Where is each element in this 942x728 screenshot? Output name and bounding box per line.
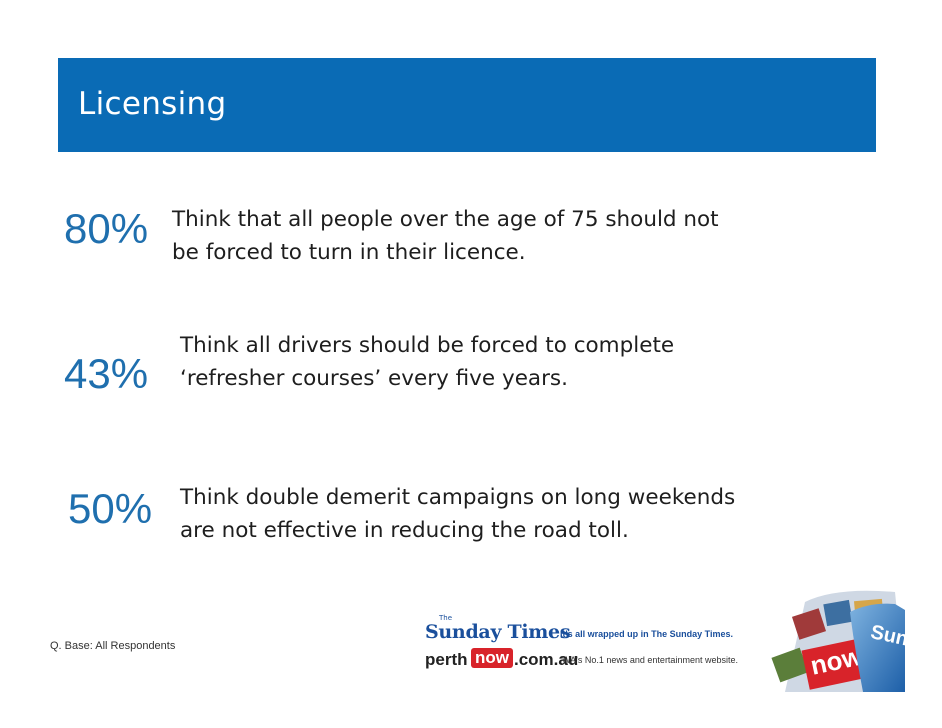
sunday-times-tagline: It's all wrapped up in The Sunday Times. xyxy=(560,629,734,639)
title-bar: Licensing xyxy=(58,58,876,152)
base-note: Q. Base: All Respondents xyxy=(50,640,176,652)
sunday-times-the-text: The xyxy=(439,614,453,622)
perthnow-logo-perth: perth xyxy=(425,650,468,669)
stat-description-line: ‘refresher courses’ every five years. xyxy=(180,366,568,391)
slide-title: Licensing xyxy=(78,86,227,122)
perthnow-logo-now: now xyxy=(471,648,513,668)
perthnow-tagline: WA's No.1 news and entertainment website… xyxy=(562,655,738,665)
stat-percent: 43% xyxy=(64,350,149,397)
stat-description-line: be forced to turn in their licence. xyxy=(172,240,526,265)
stat-description-line: Think all drivers should be forced to co… xyxy=(180,333,675,358)
sponsor-logos: The Sunday Times It's all wrapped up in … xyxy=(425,614,738,677)
stat-description: Think double demerit campaigns on long w… xyxy=(180,481,735,547)
stat-percent: 50% xyxy=(68,485,153,532)
stat-description: Think all drivers should be forced to co… xyxy=(180,329,674,395)
stat-percent: 80% xyxy=(64,205,149,252)
stat-description-line: Think that all people over the age of 75… xyxy=(172,207,719,232)
perthnow-logo-domain: .com.au xyxy=(514,650,579,669)
corner-magazine-art: now Sund xyxy=(745,582,905,692)
stat-description-line: are not effective in reducing the road t… xyxy=(180,518,629,543)
magazine-collage-icon: now Sund xyxy=(745,582,905,692)
stat-description: Think that all people over the age of 75… xyxy=(172,203,719,269)
stat-description-line: Think double demerit campaigns on long w… xyxy=(180,485,736,510)
sunday-times-logo: Sunday Times xyxy=(425,621,571,643)
